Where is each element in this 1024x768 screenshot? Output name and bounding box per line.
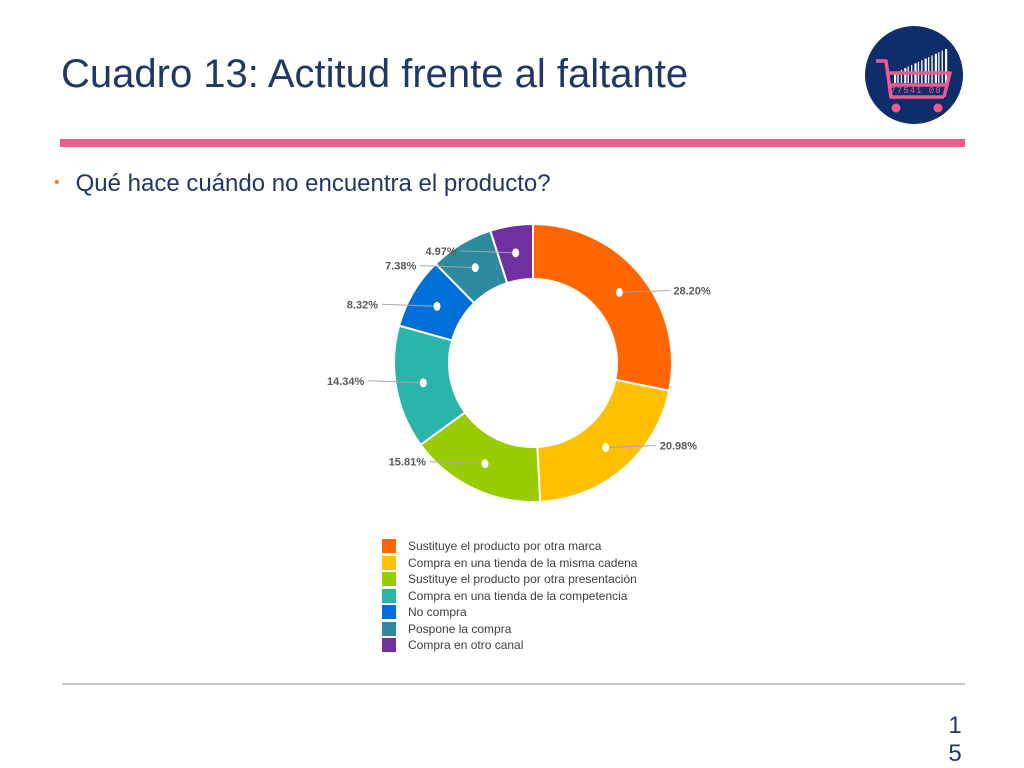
label-leader-line	[619, 289, 670, 293]
label-anchor-dot	[471, 263, 479, 273]
label-leader-line	[368, 380, 424, 384]
shopping-cart-barcode-icon: 77541 08	[865, 26, 963, 124]
logo-barcode-bar	[907, 66, 909, 83]
label-leader-line	[381, 303, 438, 307]
legend-swatch	[382, 605, 396, 620]
logo-barcode-bar	[941, 50, 943, 83]
label-anchor-dot	[481, 459, 489, 469]
page-number: 15	[948, 712, 962, 767]
legend-swatch	[382, 539, 396, 554]
legend-item: Sustituye el producto por otra presentac…	[382, 571, 637, 588]
legend-swatch	[382, 638, 396, 653]
legend-label: Compra en una tienda de la misma cadena	[408, 555, 638, 570]
logo-barcode-bar	[934, 53, 937, 83]
logo-barcode-bar	[928, 57, 930, 83]
bullet-item: • Qué hace cuándo no encuentra el product…	[54, 170, 551, 198]
label-anchor-dot	[512, 248, 520, 258]
slice-value-label: 7.38%	[385, 261, 416, 273]
logo-barcode-bar	[900, 69, 903, 83]
slice-value-label: 15.81%	[389, 457, 427, 469]
chart-legend: Sustituye el producto por otra marca Comp…	[382, 538, 637, 654]
bullet-dot: •	[54, 174, 60, 191]
slice-value-label: 28.20%	[673, 285, 711, 297]
legend-item: Compra en otro canal	[382, 637, 637, 654]
legend-label: Pospone la compra	[408, 621, 512, 636]
logo-barcode-bar	[945, 49, 948, 83]
footer-divider	[62, 683, 965, 685]
legend-label: No compra	[408, 605, 467, 620]
donut-chart: 28.20% 20.98% 15.81% 14.34% 8.32% 7.38% 4.97%	[327, 222, 711, 503]
legend-item: Compra en una tienda de la competencia	[382, 588, 637, 605]
title-underline-bar	[60, 139, 965, 147]
label-anchor-dot	[419, 378, 427, 388]
label-anchor-dot	[615, 287, 623, 297]
logo-barcode-bar	[904, 68, 907, 83]
donut-slice	[532, 222, 673, 392]
legend-label: Sustituye el producto por otra marca	[408, 539, 602, 554]
label-leader-line	[420, 265, 476, 269]
slice-value-label: 14.34%	[327, 376, 365, 388]
donut-slice	[489, 222, 534, 285]
legend-item: Sustituye el producto por otra marca	[382, 538, 637, 555]
logo-barcode-bar	[894, 73, 897, 83]
label-leader-line	[605, 445, 656, 449]
cart-barcode-logo: 77541 08	[864, 25, 964, 125]
legend-swatch	[382, 588, 396, 603]
slide-title: Cuadro 13: Actitud frente al faltante	[61, 52, 689, 96]
legend-label: Sustituye el producto por otra presentac…	[408, 572, 637, 587]
slice-value-label: 8.32%	[347, 299, 378, 311]
legend-item: Pospone la compra	[382, 621, 637, 638]
legend-swatch	[382, 621, 396, 636]
logo-barcode-bar	[938, 52, 940, 83]
donut-slice	[536, 378, 671, 503]
label-leader-line	[460, 250, 516, 254]
svg-text:77541 08: 77541 08	[890, 86, 941, 96]
legend-swatch	[382, 555, 396, 570]
label-leader-line	[429, 461, 486, 465]
logo-barcode-bar	[897, 71, 899, 83]
slice-value-label: 20.98%	[660, 441, 698, 453]
legend-label: Compra en otro canal	[408, 638, 524, 653]
legend-item: Compra en una tienda de la misma cadena	[382, 555, 637, 572]
label-anchor-dot	[433, 301, 441, 311]
legend-swatch	[382, 572, 396, 587]
legend-label: Compra en una tienda de la competencia	[408, 588, 628, 603]
logo-barcode-bar	[924, 58, 927, 83]
bullet-text: Qué hace cuándo no encuentra el producto…	[75, 170, 551, 197]
logo-barcode-bar	[931, 55, 933, 83]
legend-item: No compra	[382, 604, 637, 621]
slice-value-label: 4.97%	[425, 246, 456, 258]
label-anchor-dot	[602, 443, 610, 453]
